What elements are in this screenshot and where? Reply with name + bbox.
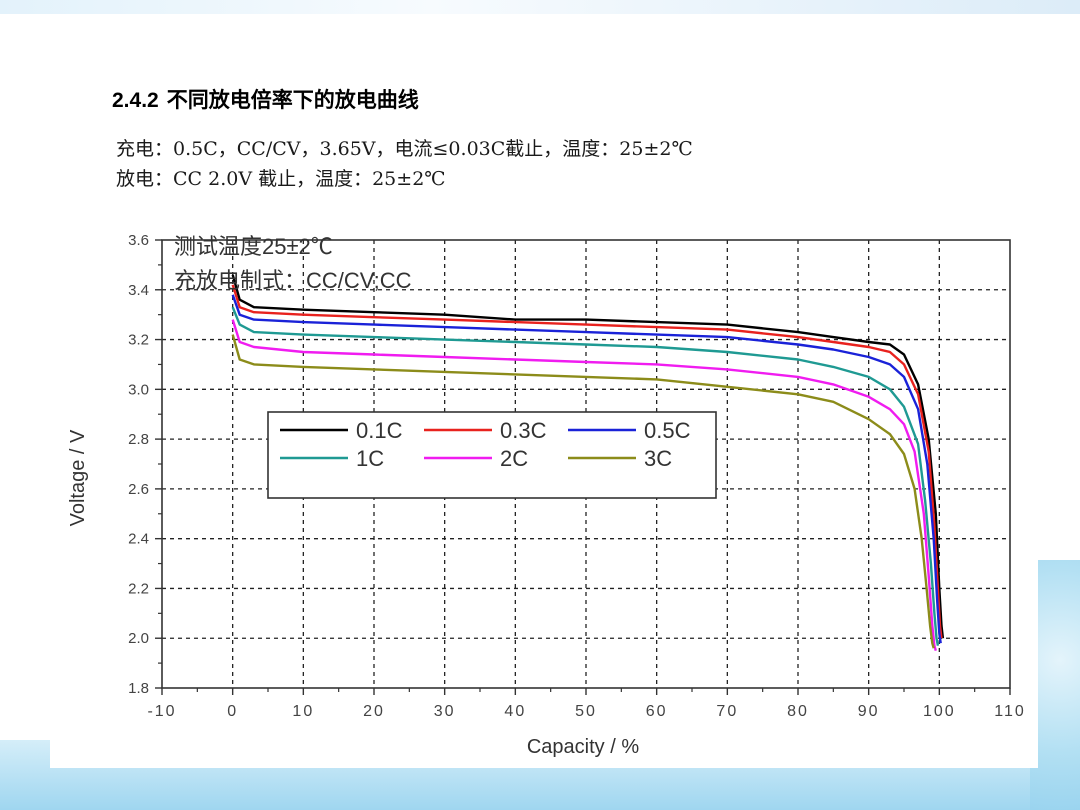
series-line-0-3C	[231, 284, 943, 639]
x-tick-label: 50	[575, 703, 597, 720]
axis-layer: -10 0 10 20 30 40 50 60 70 80 90 100 110 1.8 2.0 2.2 2.4…	[128, 232, 1026, 720]
chart-annotation-regime: 充放电制式：CC/CV;CC	[174, 268, 412, 293]
y-tick-label: 3.4	[128, 282, 149, 299]
top-decoration-band	[0, 0, 1080, 14]
x-tick-label: -10	[147, 703, 176, 720]
x-tick-label: 60	[646, 703, 668, 720]
y-axis-label: Voltage / V	[67, 429, 89, 526]
section-heading: 2.4.2 不同放电倍率下的放电曲线	[112, 84, 419, 114]
series-layer	[231, 274, 945, 652]
legend-label: 2C	[500, 446, 528, 471]
grid-layer	[162, 240, 1010, 688]
y-tick-label: 3.6	[128, 232, 149, 249]
x-tick-label: 10	[292, 703, 314, 720]
legend-box	[267, 411, 717, 499]
x-tick-label: 30	[434, 703, 456, 720]
series-line-0-1C	[231, 274, 945, 639]
legend-label: 0.5C	[644, 418, 691, 443]
chart-annotation-temperature: 测试温度25±2℃	[174, 234, 333, 259]
y-tick-label: 2.8	[128, 431, 149, 448]
x-tick-label: 80	[787, 703, 809, 720]
x-tick-label: 20	[363, 703, 385, 720]
y-tick-label: 3.0	[128, 381, 149, 398]
wave-decoration	[1030, 560, 1080, 810]
y-tick-label: 2.4	[128, 531, 149, 548]
section-title: 不同放电倍率下的放电曲线	[166, 88, 419, 112]
series-line-2C	[231, 319, 937, 652]
x-tick-label: 100	[923, 703, 956, 720]
discharge-condition-text: 放电：CC 2.0V 截止，温度：25±2℃	[116, 168, 446, 190]
discharge-curve-chart: -10 0 10 20 30 40 50 60 70 80 90 100 110 1.8 2.0 2.2 2.4…	[67, 232, 1026, 758]
series-line-3C	[231, 334, 935, 649]
y-tick-label: 2.6	[128, 481, 149, 498]
chart-panel: -10 0 10 20 30 40 50 60 70 80 90 100 110 1.8 2.0 2.2 2.4…	[50, 210, 1038, 768]
y-tick-label: 2.0	[128, 630, 149, 647]
x-tick-label: 40	[504, 703, 526, 720]
x-tick-label: 0	[227, 703, 238, 720]
y-tick-label: 2.2	[128, 580, 149, 597]
x-axis-label: Capacity / %	[527, 736, 639, 758]
legend-label: 0.3C	[500, 418, 547, 443]
section-number: 2.4.2	[112, 89, 159, 112]
charge-condition-text: 充电：0.5C，CC/CV，3.65V，电流≤0.03C截止，温度：25±2℃	[116, 138, 693, 160]
x-tick-label: 110	[994, 703, 1026, 720]
chart-legend: 0.1C 0.3C 0.5C 1C 2C 3C	[267, 411, 717, 499]
y-tick-label: 1.8	[128, 680, 149, 697]
y-tick-label: 3.2	[128, 332, 149, 349]
legend-label: 3C	[644, 446, 672, 471]
x-tick-label: 90	[858, 703, 880, 720]
series-line-1C	[231, 306, 940, 646]
legend-label: 0.1C	[356, 418, 403, 443]
legend-label: 1C	[356, 446, 384, 471]
series-line-0-5C	[231, 294, 942, 644]
x-tick-label: 70	[716, 703, 738, 720]
